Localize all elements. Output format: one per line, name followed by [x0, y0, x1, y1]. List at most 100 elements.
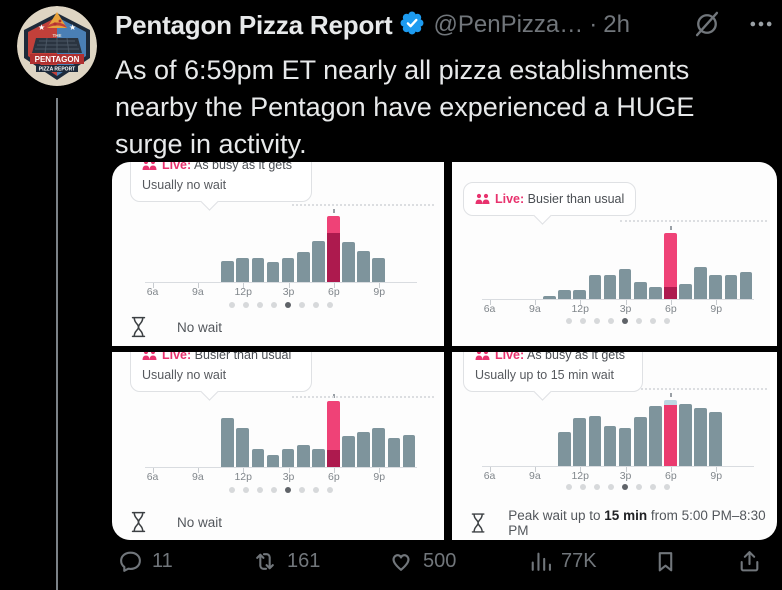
- axis-tick: [716, 467, 718, 472]
- pagination-dot: [313, 302, 319, 308]
- like-button[interactable]: 500: [388, 549, 456, 574]
- hour-bar: [558, 432, 571, 466]
- hour-bar: [357, 432, 370, 467]
- hour-bar: [372, 428, 386, 467]
- x-tick-label: 6a: [146, 286, 159, 298]
- hour-bar: [236, 428, 250, 467]
- pagination-dot: [608, 318, 614, 324]
- grok-icon[interactable]: [693, 10, 721, 43]
- pagination-dot: [327, 302, 333, 308]
- hour-bar: [739, 271, 753, 299]
- share-button[interactable]: [737, 549, 762, 574]
- people-icon: [142, 162, 157, 170]
- hour-bar: [221, 260, 234, 282]
- hour-bar: [357, 250, 370, 282]
- timestamp[interactable]: 2h: [603, 11, 630, 38]
- x-tick-label: 3p: [282, 471, 295, 483]
- popular-times-panel-bottom-left[interactable]: Live: Busier than usual Usually no wait …: [112, 352, 444, 540]
- live-status-tooltip: Live: As busy as it gets Usually no wait: [130, 162, 312, 211]
- popular-times-chart: 6a 9a 12p 3p 6p 9p: [145, 394, 417, 483]
- x-tick-label: 9p: [710, 470, 723, 482]
- avatar[interactable]: ★ ★ THE PENTAGON PIZZA REPORT: [17, 6, 97, 86]
- reply-icon: [120, 551, 141, 572]
- tooltip-leader-line: [620, 220, 767, 222]
- pagination-dot: [622, 318, 628, 324]
- pagination-dot: [313, 487, 319, 493]
- popular-times-panel-top-left[interactable]: Live: As busy as it gets Usually no wait…: [112, 162, 444, 346]
- axis-tick: [534, 467, 536, 472]
- pagination-dot: [622, 484, 628, 490]
- pagination-dot: [636, 484, 642, 490]
- usual-wait-text: Usually no wait: [142, 368, 227, 382]
- reply-button[interactable]: 11: [118, 549, 173, 574]
- popular-times-panel-bottom-right[interactable]: Live: As busy as it gets Usually up to 1…: [452, 352, 777, 540]
- hour-bar: [296, 251, 310, 282]
- x-tick-label: 9p: [710, 303, 723, 315]
- axis-tick: [625, 300, 627, 305]
- tooltip-caret: [200, 382, 219, 401]
- popular-times-chart: 6a 9a 12p 3p 6p 9p: [482, 226, 754, 315]
- x-tick-label: 9p: [373, 471, 386, 483]
- live-bar-live: [327, 401, 340, 450]
- pagination-dot: [650, 318, 656, 324]
- tweet-text-line: surge in activity.: [115, 129, 307, 159]
- hour-bar: [251, 258, 265, 282]
- tweet-text-line: As of 6:59pm ET nearly all pizza establi…: [115, 55, 690, 85]
- reply-count: 11: [152, 550, 173, 572]
- popular-times-chart: 6a 9a 12p 3p 6p 9p: [482, 393, 754, 482]
- live-status-tooltip: Live: Busier than usual: [463, 182, 637, 225]
- pagination-dots: [482, 318, 754, 324]
- hour-bar: [633, 417, 647, 466]
- live-label: Live:: [495, 352, 525, 362]
- hour-bar: [296, 445, 310, 467]
- heart-icon: [392, 554, 410, 571]
- tweet-text-line: nearby the Pentagon have experienced a H…: [115, 92, 695, 122]
- axis-tick: [333, 283, 335, 288]
- people-icon: [142, 352, 157, 360]
- repost-button[interactable]: 161: [252, 549, 320, 574]
- popular-times-panel-top-right[interactable]: Live: Busier than usual 6a 9a 12p 3p 6p 9p: [452, 162, 777, 346]
- popular-times-chart: 6a 9a 12p 3p 6p 9p: [145, 209, 417, 298]
- hour-bar: [312, 241, 325, 282]
- x-tick-label: 6a: [146, 471, 159, 483]
- wait-summary: No wait: [130, 510, 222, 534]
- pagination-dot: [229, 487, 235, 493]
- bookmark-button[interactable]: [653, 549, 678, 574]
- header-separator: ·: [589, 11, 598, 38]
- live-status-text: As busy as it gets: [526, 352, 625, 362]
- usual-wait-text: Usually up to 15 min wait: [475, 368, 614, 382]
- pagination-dot: [299, 302, 305, 308]
- x-tick-label: 9a: [529, 303, 541, 315]
- live-status-tooltip: Live: Busier than usual Usually no wait: [130, 352, 312, 401]
- x-tick-label: 9a: [192, 286, 204, 298]
- logo-banner-sub: PIZZA REPORT: [39, 67, 75, 73]
- x-tick-label: 9a: [529, 470, 541, 482]
- hour-bar: [402, 434, 416, 467]
- hour-bar: [558, 290, 571, 299]
- hour-bar: [588, 275, 602, 299]
- x-tick-label: 3p: [619, 303, 632, 315]
- tooltip-leader-line: [292, 396, 434, 398]
- axis-tick: [243, 468, 245, 473]
- hour-bar: [266, 261, 280, 282]
- pagination-dot: [608, 484, 614, 490]
- axis-tick: [580, 300, 582, 305]
- hour-bar: [618, 268, 632, 299]
- hour-bar: [221, 417, 234, 467]
- live-bar-usual: [664, 287, 677, 299]
- user-handle[interactable]: @PenPizza…: [433, 11, 584, 38]
- hour-bar: [694, 407, 707, 466]
- share-icon: [740, 551, 759, 572]
- pagination-dot: [580, 318, 586, 324]
- hour-bar: [573, 417, 587, 466]
- display-name[interactable]: Pentagon Pizza Report: [115, 9, 393, 40]
- more-options-icon[interactable]: [747, 10, 775, 43]
- x-tick-label: 12p: [571, 303, 589, 315]
- live-label: Live:: [162, 162, 192, 172]
- views-button[interactable]: 77K: [527, 549, 597, 574]
- live-bar-live: [664, 233, 677, 288]
- x-tick-label: 3p: [282, 286, 295, 298]
- x-tick-label: 12p: [234, 471, 252, 483]
- axis-tick: [489, 467, 491, 472]
- x-tick-label: 6a: [483, 303, 496, 315]
